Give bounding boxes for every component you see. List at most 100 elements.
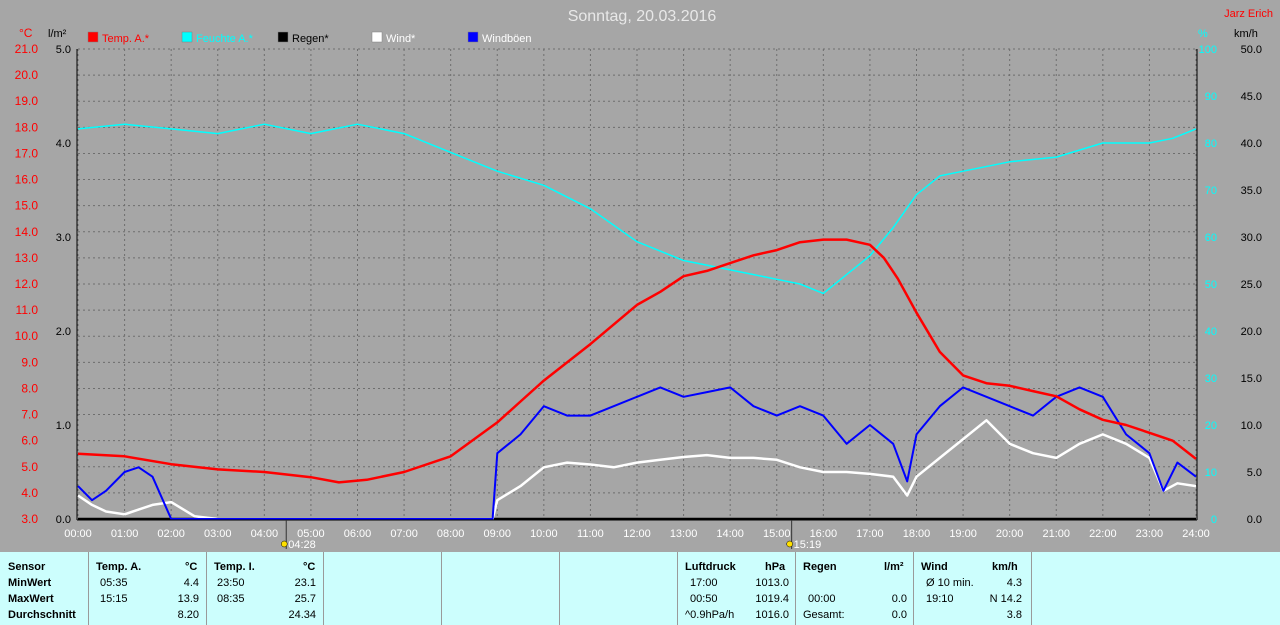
temp-tick-label: 21.0	[15, 42, 39, 56]
legend-swatch	[371, 31, 383, 43]
sun-markers: 04:28 15:19	[280, 520, 822, 551]
temp-unit-label: °C	[19, 26, 33, 40]
x-tick-label: 12:00	[623, 528, 651, 540]
temp-i-title: Temp. I.	[214, 561, 255, 573]
wind-tick-label: 35.0	[1241, 185, 1262, 197]
legend-label: Windböen	[482, 33, 532, 45]
sensor-title: Sensor	[8, 561, 46, 573]
x-tick-label: 06:00	[344, 528, 372, 540]
temp-tick-label: 10.0	[15, 329, 39, 343]
x-tick-label: 05:00	[297, 528, 325, 540]
series-line	[77, 238, 1197, 484]
humidity-unit-label: %	[1198, 28, 1208, 40]
wind-avg10-label: Ø 10 min.	[926, 577, 974, 589]
temp-tick-label: 13.0	[15, 251, 39, 265]
humidity-tick-label: 0	[1211, 514, 1217, 526]
x-tick-label: 23:00	[1136, 528, 1164, 540]
rain-tick-label: 0.0	[56, 514, 71, 526]
temp-a-max-value: 13.9	[177, 593, 199, 605]
x-tick-label: 04:00	[251, 528, 279, 540]
humidity-tick-label: 90	[1205, 91, 1217, 103]
rain-total-label: Gesamt:	[803, 609, 845, 621]
x-tick-label: 00:00	[64, 528, 92, 540]
series-line	[77, 123, 1197, 295]
temp-tick-label: 11.0	[16, 303, 39, 317]
humidity-tick-label: 50	[1205, 279, 1217, 291]
rain-tick-label: 5.0	[56, 44, 71, 56]
series-layer	[77, 123, 1197, 521]
chart-title: Sonntag, 20.03.2016	[568, 8, 717, 25]
temp-tick-label: 15.0	[15, 199, 39, 213]
temp-tick-label: 18.0	[15, 120, 39, 134]
stats-divider	[677, 552, 678, 625]
temp-tick-label: 14.0	[15, 225, 39, 239]
temp-tick-label: 7.0	[21, 408, 38, 422]
temp-tick-label: 12.0	[15, 277, 39, 291]
wind-tick-label: 45.0	[1241, 91, 1262, 103]
wind-title: Wind	[921, 561, 948, 573]
temp-a-title: Temp. A.	[96, 561, 142, 573]
pressure-max-value: 1019.4	[755, 593, 789, 605]
stats-divider	[441, 552, 442, 625]
row-label-min: MinWert	[8, 577, 52, 589]
temp-a-max-time: 15:15	[100, 593, 128, 605]
temp-tick-label: 8.0	[21, 381, 38, 395]
legend-swatch	[277, 31, 289, 43]
temp-tick-label: 19.0	[15, 94, 39, 108]
x-tick-label: 11:00	[577, 528, 604, 540]
x-tick-label: 17:00	[856, 528, 884, 540]
wind-tick-label: 15.0	[1241, 373, 1262, 385]
humidity-tick-label: 10	[1205, 467, 1217, 479]
rain-unit-label: l/m²	[48, 28, 67, 40]
temp-tick-label: 17.0	[15, 146, 39, 160]
legend-swatch	[181, 31, 193, 43]
pressure-unit: hPa	[765, 561, 786, 573]
x-tick-label: 14:00	[716, 528, 744, 540]
temp-tick-label: 16.0	[15, 173, 39, 187]
legend-swatch	[87, 31, 99, 43]
x-tick-label: 22:00	[1089, 528, 1117, 540]
x-tick-label: 03:00	[204, 528, 232, 540]
axis-labels: 21.0 20.0 19.0 18.0 17.0 16.0 15.0 14.0 13.0 12.0…	[15, 42, 1262, 540]
rain-max-time: 00:00	[808, 593, 836, 605]
pressure-title: Luftdruck	[685, 561, 736, 573]
wind-tick-label: 40.0	[1241, 138, 1262, 150]
statistics-panel: Sensor MinWert MaxWert Durchschnitt Temp…	[0, 552, 1280, 625]
rain-tick-label: 4.0	[56, 138, 71, 150]
pressure-trend: ^0.9hPa/h	[685, 609, 735, 621]
x-tick-label: 18:00	[903, 528, 931, 540]
pressure-max-time: 00:50	[690, 593, 718, 605]
x-tick-label: 15:00	[763, 528, 791, 540]
humidity-tick-label: 80	[1205, 138, 1217, 150]
temp-a-min-time: 05:35	[100, 577, 128, 589]
rain-tick-label: 1.0	[56, 420, 71, 432]
wind-avg10-value: 4.3	[1006, 577, 1022, 589]
sun-marker-label: 15:19	[794, 539, 822, 551]
humidity-tick-label: 40	[1205, 326, 1217, 338]
row-label-avg: Durchschnitt	[8, 609, 76, 621]
sun-icon	[280, 540, 288, 548]
legend: Temp. A.* Feuchte A.* Regen* Wind* Windböen	[87, 31, 532, 45]
temp-tick-label: 3.0	[21, 512, 38, 526]
temp-tick-label: 9.0	[21, 355, 38, 369]
wind-tick-label: 10.0	[1241, 420, 1262, 432]
temp-tick-label: 6.0	[21, 434, 38, 448]
temp-i-max-value: 25.7	[294, 593, 316, 605]
temp-i-avg-value: 24.34	[288, 609, 316, 621]
stats-divider	[913, 552, 914, 625]
rain-title: Regen	[803, 561, 837, 573]
x-tick-label: 10:00	[530, 528, 558, 540]
humidity-tick-label: 30	[1205, 373, 1217, 385]
stats-divider	[559, 552, 560, 625]
wind-tick-label: 5.0	[1247, 467, 1262, 479]
wind-avg-value: 3.8	[1006, 609, 1022, 621]
x-tick-label: 21:00	[1042, 528, 1070, 540]
stats-divider	[1031, 552, 1032, 625]
x-tick-label: 24:00	[1182, 528, 1210, 540]
temp-tick-label: 5.0	[21, 460, 38, 474]
rain-max-value: 0.0	[891, 593, 907, 605]
wind-tick-label: 20.0	[1241, 326, 1262, 338]
legend-label: Temp. A.*	[102, 33, 150, 45]
series-line	[77, 386, 1197, 520]
legend-label: Feuchte A.*	[196, 33, 254, 45]
